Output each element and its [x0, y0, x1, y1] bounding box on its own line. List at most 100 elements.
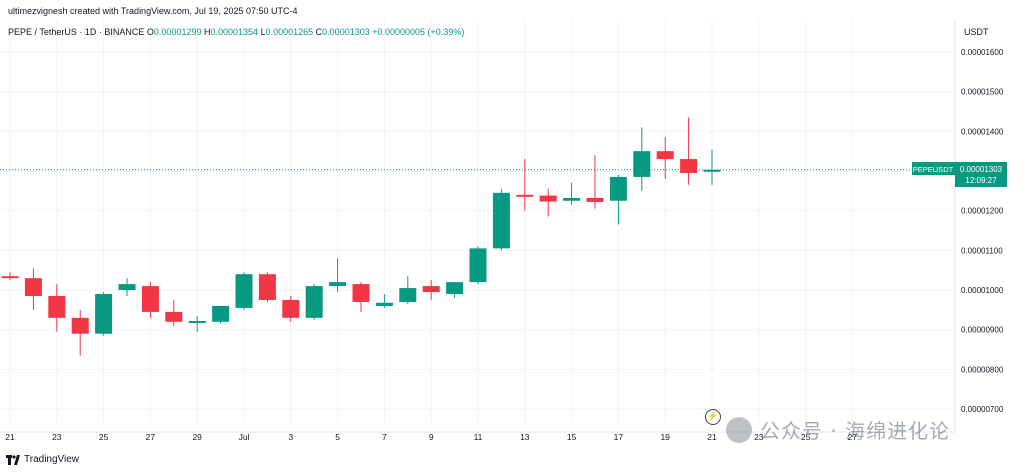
- y-tick-label: 0.00001100: [961, 246, 1003, 255]
- symbol-line[interactable]: PEPE / TetherUS · 1D · BINANCE: [8, 27, 145, 37]
- candle-body: [1, 276, 19, 279]
- lightning-icon[interactable]: ⚡: [705, 409, 721, 425]
- y-tick-label: 0.00001600: [961, 48, 1004, 57]
- candle[interactable]: [586, 155, 604, 209]
- low-value: 0.00001265: [265, 27, 314, 37]
- candle[interactable]: [469, 246, 487, 285]
- high-label: H: [204, 27, 211, 37]
- x-tick-label: 21: [707, 432, 717, 442]
- candle[interactable]: [305, 284, 323, 320]
- candle-body: [539, 195, 557, 202]
- candle[interactable]: [703, 149, 721, 185]
- candle[interactable]: [516, 159, 534, 211]
- candle[interactable]: [399, 276, 417, 304]
- y-tick-label: 0.00001400: [961, 127, 1004, 136]
- change-value: +0.00000005 (+0.39%): [372, 27, 465, 37]
- tradingview-logo[interactable]: TradingView: [6, 454, 79, 465]
- candle[interactable]: [24, 268, 42, 310]
- y-tick-label: 0.00001000: [961, 286, 1004, 295]
- candle[interactable]: [235, 272, 253, 310]
- time-axis[interactable]: 192123252729Jul3579111315171921232527: [0, 432, 857, 442]
- candle[interactable]: [258, 272, 276, 302]
- candle[interactable]: [165, 299, 183, 326]
- candle[interactable]: [1, 272, 19, 281]
- candle-body: [141, 286, 159, 312]
- x-tick-label: 27: [848, 432, 858, 442]
- candle-body: [609, 176, 627, 201]
- candle-body: [71, 317, 89, 334]
- grid-lines: [0, 20, 956, 433]
- candle[interactable]: [446, 282, 464, 298]
- candle-body: [680, 159, 698, 173]
- candle[interactable]: [633, 127, 651, 191]
- candle[interactable]: [422, 280, 440, 300]
- price-axis[interactable]: 0.00000700 0.00000800 0.00000900 0.00001000…: [961, 48, 1004, 414]
- candle-body: [703, 169, 721, 172]
- x-tick-label: 5: [335, 432, 340, 442]
- candle-body: [586, 197, 604, 202]
- x-tick-label: 25: [99, 432, 109, 442]
- candle-body: [258, 274, 276, 300]
- candle-body: [656, 151, 674, 160]
- x-tick-label: Jul: [239, 432, 250, 442]
- candle[interactable]: [492, 188, 510, 251]
- candle[interactable]: [141, 282, 159, 318]
- tradingview-logo-text: TradingView: [24, 454, 80, 465]
- candle-body: [188, 321, 206, 324]
- candle-body: [422, 286, 440, 293]
- y-tick-label: 0.00000800: [961, 365, 1004, 374]
- candle[interactable]: [375, 294, 393, 308]
- candle-body: [633, 151, 651, 177]
- candle-body: [446, 282, 464, 295]
- x-tick-label: 9: [429, 432, 434, 442]
- candle-body: [563, 197, 581, 201]
- x-tick-label: 7: [382, 432, 387, 442]
- candle-body: [329, 282, 347, 287]
- candle[interactable]: [539, 188, 557, 217]
- candle[interactable]: [212, 305, 230, 324]
- candle-body: [235, 274, 253, 308]
- last-price-tag: PEPEUSDT 0.00001303 12:09:27: [912, 162, 1007, 187]
- candle[interactable]: [282, 296, 300, 322]
- candle[interactable]: [563, 182, 581, 205]
- candle-body: [305, 286, 323, 318]
- y-tick-label: 0.00001200: [961, 207, 1004, 216]
- candle-body: [118, 284, 136, 291]
- x-tick-label: 23: [754, 432, 764, 442]
- close-value: 0.00001303: [322, 27, 370, 37]
- candle-body: [282, 299, 300, 318]
- x-tick-label: 25: [801, 432, 811, 442]
- candle[interactable]: [656, 137, 674, 179]
- wechat-icon: [726, 416, 752, 443]
- candle[interactable]: [95, 292, 113, 336]
- x-tick-label: 19: [660, 432, 670, 442]
- price-tag-value: 0.00001303: [960, 165, 1003, 174]
- candle[interactable]: [118, 278, 136, 297]
- candle[interactable]: [188, 315, 206, 332]
- x-tick-label: 21: [5, 432, 15, 442]
- x-tick-label: 27: [146, 432, 156, 442]
- candle-body: [516, 194, 534, 197]
- ohlc-legend: PEPE / TetherUS · 1D · BINANCE O0.000012…: [8, 27, 464, 37]
- price-tag-countdown: 12:09:27: [965, 176, 997, 185]
- candle[interactable]: [352, 282, 370, 312]
- candle[interactable]: [680, 117, 698, 185]
- y-tick-label: 0.00001500: [961, 88, 1004, 97]
- price-tag-symbol: PEPEUSDT: [913, 165, 954, 174]
- open-value: 0.00001299: [153, 27, 202, 37]
- candle-body: [399, 288, 417, 302]
- candle[interactable]: [48, 284, 66, 332]
- watermark: 公众号 · 海绵进化论: [726, 415, 950, 444]
- candle[interactable]: [609, 174, 627, 225]
- x-tick-label: 29: [192, 432, 202, 442]
- candle-body: [24, 278, 42, 297]
- candle-body: [165, 311, 183, 322]
- x-tick-label: 15: [567, 432, 577, 442]
- candle[interactable]: [329, 258, 347, 293]
- candle-body: [492, 192, 510, 249]
- x-tick-label: 13: [520, 432, 530, 442]
- candle-body: [48, 296, 66, 318]
- candle[interactable]: [71, 309, 89, 356]
- currency-label[interactable]: USDT: [964, 27, 989, 37]
